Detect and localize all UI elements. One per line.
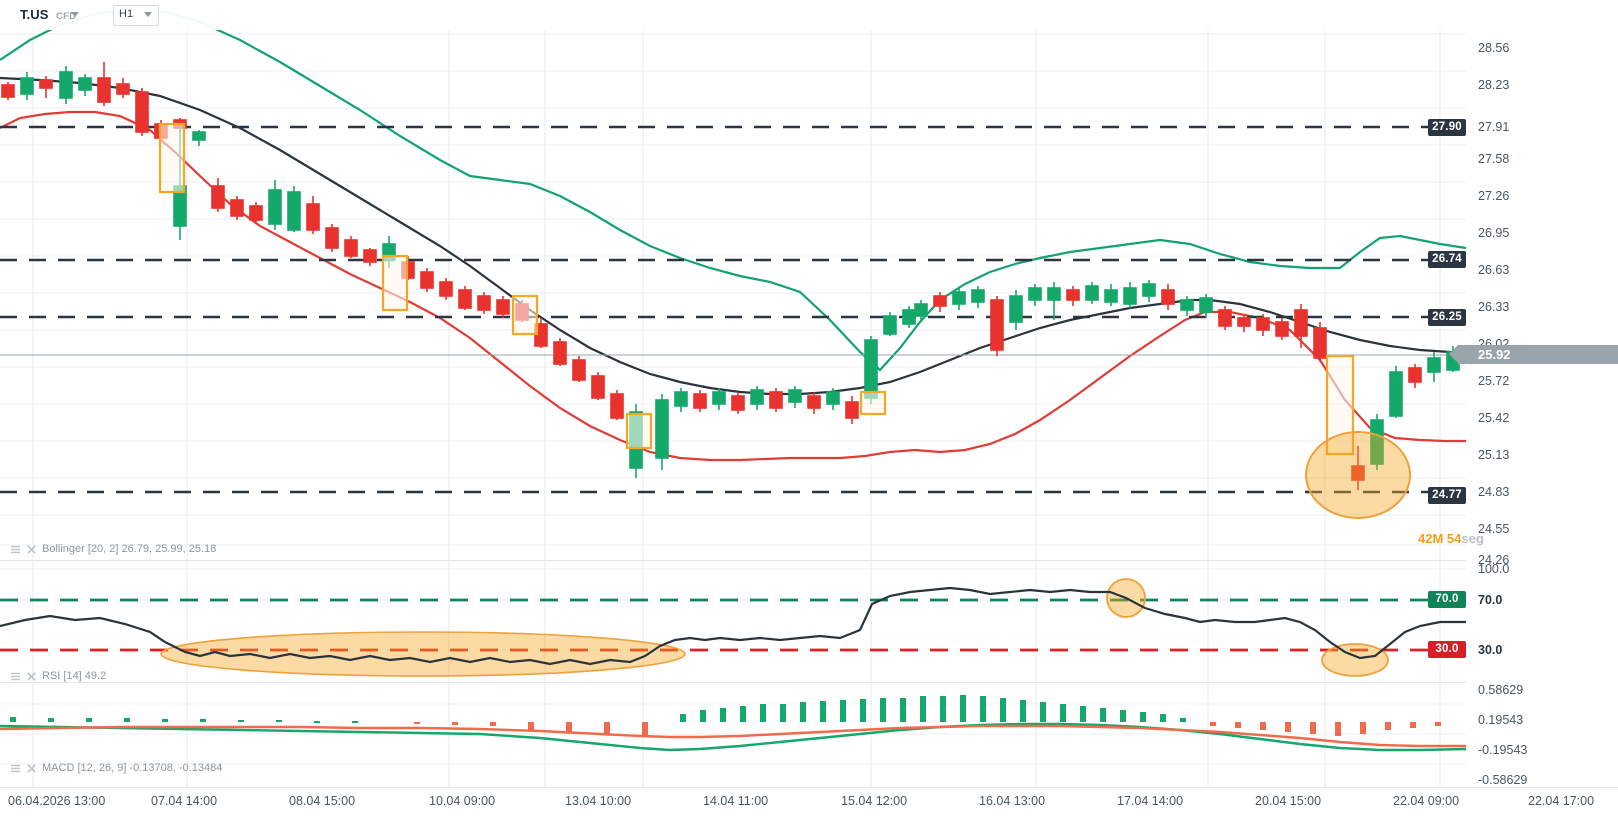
rsi-overbought-tag[interactable]: 70.0 (1428, 591, 1466, 608)
indicator-legend-macd[interactable]: MACD [12, 26, 9] -0.13708, -0.13484 (10, 762, 222, 774)
macd-pane[interactable]: MACD [12, 26, 9] -0.13708, -0.13484 (0, 682, 1467, 787)
time-tick: 10.04 09:00 (429, 794, 496, 808)
chart-toolbar: T.US CFD H1 (0, 0, 1618, 30)
time-tick: 13.04 10:00 (565, 794, 632, 808)
countdown-minutes: 42M (1418, 531, 1444, 546)
rsi-oversold-tag[interactable]: 30.0 (1428, 641, 1466, 658)
macd-tick: -0.19543 (1478, 743, 1528, 757)
macd-legend-text: MACD [12, 26, 9] -0.13708, -0.13484 (42, 762, 223, 774)
time-tick: 20.04 15:00 (1255, 794, 1322, 808)
rsi-chart-svg (0, 560, 1466, 682)
rsi-pane[interactable]: RSI [14] 49.2 (0, 560, 1466, 682)
vertical-gridlines (32, 0, 1441, 560)
highlight-ellipse-price[interactable] (1305, 431, 1411, 519)
time-axis[interactable]: 06.04.2026 13:00 07.04 14:00 08.04 15:00… (0, 787, 1618, 817)
rsi-tick: 100.0 (1478, 562, 1510, 576)
rect-annotation-5 (859, 390, 887, 416)
rect-annotation-1 (158, 122, 186, 194)
price-tick: 25.72 (1478, 374, 1510, 388)
price-tick: 28.23 (1478, 78, 1510, 92)
indicator-legend-bollinger[interactable]: Bollinger [20, 2] 26.79, 25.99, 25.18 (10, 543, 216, 555)
last-price-tag[interactable]: 25.92 (1449, 345, 1618, 364)
time-tick: 07.04 14:00 (151, 794, 218, 808)
rsi-tick: 70.0 (1478, 593, 1503, 607)
level-tag-2790[interactable]: 27.90 (1428, 119, 1466, 136)
timeframe-selector[interactable] (113, 5, 159, 26)
macd-line (0, 722, 1467, 752)
symbol-kind-label: CFD (56, 11, 77, 22)
rect-annotations[interactable] (158, 122, 1355, 456)
chevron-down-icon[interactable] (71, 12, 79, 17)
price-tick: 25.42 (1478, 411, 1510, 425)
bollinger-legend-text: Bollinger [20, 2] 26.79, 25.99, 25.18 (42, 543, 217, 555)
symbol-label[interactable]: T.US (20, 7, 49, 22)
price-tick: 27.26 (1478, 189, 1510, 203)
rsi-highlight-oversold[interactable] (1321, 643, 1389, 677)
price-axis[interactable]: 28.56 28.23 27.91 27.58 27.26 26.95 26.6… (1466, 0, 1618, 567)
settings-icon[interactable] (10, 671, 21, 682)
price-tick: 24.26 (1478, 553, 1510, 567)
settings-icon[interactable] (10, 544, 21, 555)
time-tick: 22.04 09:00 (1393, 794, 1460, 808)
indicator-legend-rsi[interactable]: RSI [14] 49.2 (10, 670, 106, 682)
price-tick: 28.56 (1478, 41, 1510, 55)
price-tick: 26.63 (1478, 263, 1510, 277)
macd-axis[interactable]: 0.58629 0.19543 -0.19543 -0.58629 (1466, 682, 1618, 787)
price-tick: 26.95 (1478, 226, 1510, 240)
horizontal-gridlines (0, 33, 1466, 546)
level-tag-2625[interactable]: 26.25 (1428, 309, 1466, 326)
macd-chart-svg (0, 682, 1467, 787)
price-chart-svg (0, 0, 1467, 560)
time-tick: 22.04 17:00 (1528, 794, 1595, 808)
candlestick-series (1, 62, 1460, 490)
bollinger-middle-line (0, 76, 1466, 396)
rsi-legend-text: RSI [14] 49.2 (42, 670, 107, 682)
level-tag-2477[interactable]: 24.77 (1428, 487, 1466, 504)
close-icon[interactable] (26, 671, 37, 682)
rect-annotation-4 (625, 412, 653, 450)
macd-tick: -0.58629 (1478, 773, 1528, 787)
close-icon[interactable] (26, 763, 37, 774)
price-tick: 25.13 (1478, 448, 1510, 462)
macd-histogram (10, 695, 1441, 736)
rsi-line (0, 586, 1466, 666)
time-tick: 17.04 14:00 (1117, 794, 1184, 808)
countdown-seconds: 54 (1446, 531, 1462, 546)
macd-vertical-gridlines (32, 682, 1441, 787)
level-tag-2674[interactable]: 26.74 (1428, 251, 1466, 268)
countdown-unit: seg (1461, 531, 1484, 546)
rsi-highlight-oversold-band[interactable] (160, 631, 686, 677)
bar-countdown: 42M 54seg (1418, 531, 1484, 546)
rsi-axis[interactable]: 100.0 70.0 30.0 (1466, 560, 1618, 682)
macd-signal-line (0, 724, 1466, 748)
time-tick: 14.04 11:00 (703, 794, 769, 808)
macd-tick: 0.58629 (1478, 683, 1524, 697)
price-tick: 26.33 (1478, 300, 1510, 314)
price-tick: 24.55 (1478, 522, 1510, 536)
chevron-down-icon[interactable] (144, 12, 152, 17)
rsi-tick: 30.0 (1478, 643, 1503, 657)
price-tick: 24.83 (1478, 485, 1510, 499)
bollinger-upper-line (0, 7, 1467, 372)
price-tick: 27.91 (1478, 120, 1510, 134)
time-tick: 08.04 15:00 (289, 794, 356, 808)
close-icon[interactable] (26, 544, 37, 555)
price-tick: 27.58 (1478, 152, 1510, 166)
time-tick: 16.04 13:00 (979, 794, 1046, 808)
rect-annotation-2 (381, 254, 409, 312)
time-tick: 06.04.2026 13:00 (8, 794, 106, 808)
settings-icon[interactable] (10, 763, 21, 774)
price-pane[interactable]: Bollinger [20, 2] 26.79, 25.99, 25.18 (0, 0, 1467, 560)
timeframe-label: H1 (119, 8, 134, 20)
time-tick: 15.04 12:00 (841, 794, 908, 808)
rect-annotation-3 (511, 294, 539, 336)
rect-annotation-6 (1325, 354, 1355, 456)
macd-tick: 0.19543 (1478, 713, 1524, 727)
